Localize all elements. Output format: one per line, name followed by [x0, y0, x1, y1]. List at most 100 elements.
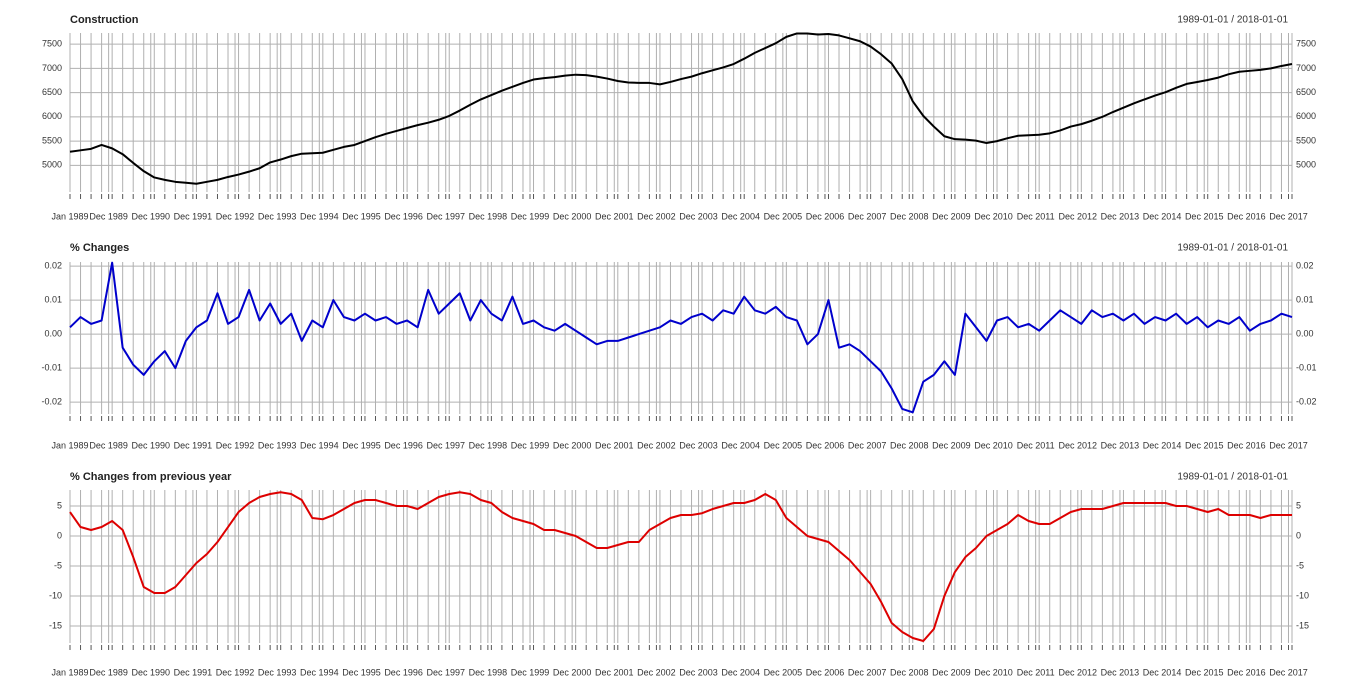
y-tick-label-right: 6000: [1296, 111, 1316, 121]
y-tick-label: -5: [54, 560, 62, 570]
y-tick-label: 7000: [42, 63, 62, 73]
x-tick-label: Dec 2005: [764, 667, 803, 677]
x-tick-label: Dec 1995: [342, 667, 381, 677]
panel-title: % Changes: [70, 242, 129, 254]
x-tick-label: Dec 2009: [932, 667, 971, 677]
y-tick-label-right: 0: [1296, 530, 1301, 540]
panel-title: % Changes from previous year: [70, 471, 232, 483]
x-tick-label: Dec 1995: [342, 211, 381, 221]
x-tick-label: Dec 2002: [637, 440, 676, 450]
x-tick-label: Dec 2012: [1059, 440, 1098, 450]
x-tick-label: Dec 2002: [637, 667, 676, 677]
x-tick-label: Dec 2005: [764, 211, 803, 221]
y-tick-label-right: 0.00: [1296, 328, 1314, 338]
x-tick-label: Dec 1997: [426, 440, 465, 450]
y-tick-label: 7500: [42, 39, 62, 49]
y-tick-label: 0.00: [44, 328, 62, 338]
y-tick-label-right: 7500: [1296, 39, 1316, 49]
x-tick-label: Dec 2003: [679, 211, 718, 221]
x-tick-label: Dec 1995: [342, 440, 381, 450]
x-tick-label: Dec 2016: [1227, 211, 1266, 221]
x-tick-label: Dec 2011: [1017, 440, 1055, 450]
x-tick-label: Dec 1996: [384, 211, 423, 221]
x-tick-label: Dec 1990: [131, 211, 170, 221]
x-tick-label: Dec 1991: [174, 667, 213, 677]
y-tick-label-right: 5: [1296, 500, 1301, 510]
x-tick-label: Dec 2017: [1269, 211, 1308, 221]
x-tick-label: Dec 2001: [595, 667, 634, 677]
x-tick-label: Dec 1989: [89, 211, 128, 221]
y-tick-label-right: 0.02: [1296, 260, 1314, 270]
y-tick-label: 5: [57, 500, 62, 510]
x-tick-label: Dec 2010: [974, 667, 1013, 677]
x-tick-label: Dec 2010: [974, 440, 1013, 450]
y-tick-label-right: 5000: [1296, 160, 1316, 170]
x-tick-label: Dec 2011: [1017, 667, 1055, 677]
data-line: [69, 261, 1293, 414]
y-tick-label-right: 6500: [1296, 87, 1316, 97]
x-tick-label: Dec 1998: [469, 211, 508, 221]
x-tick-label: Dec 2009: [932, 211, 971, 221]
x-tick-label: Dec 1997: [426, 667, 465, 677]
y-tick-label: -10: [49, 590, 62, 600]
x-tick-label: Dec 2016: [1227, 440, 1266, 450]
x-tick-label: Dec 2007: [848, 211, 887, 221]
x-tick-label: Dec 1993: [258, 211, 297, 221]
y-tick-label-right: -0.02: [1296, 396, 1317, 406]
y-tick-label: -0.02: [41, 396, 62, 406]
x-tick-label: Dec 2001: [595, 440, 634, 450]
x-tick-label: Dec 1991: [174, 211, 213, 221]
x-tick-label: Dec 2015: [1185, 667, 1224, 677]
x-tick-label: Dec 2000: [553, 667, 592, 677]
x-tick-label: Dec 1998: [469, 667, 508, 677]
x-tick-label: Dec 2002: [637, 211, 676, 221]
y-tick-label-right: 0.01: [1296, 294, 1314, 304]
x-tick-label: Dec 1994: [300, 211, 339, 221]
x-tick-label: Dec 2017: [1269, 667, 1308, 677]
y-tick-label-right: -15: [1296, 620, 1309, 630]
y-tick-label-right: 7000: [1296, 63, 1316, 73]
panel-subtitle: 1989-01-01 / 2018-01-01: [1177, 472, 1288, 483]
x-tick-label: Jan 1989: [51, 440, 88, 450]
y-tick-label: 0.01: [44, 294, 62, 304]
x-tick-label: Dec 2004: [721, 211, 760, 221]
x-tick-label: Dec 1994: [300, 667, 339, 677]
x-tick-label: Dec 2010: [974, 211, 1013, 221]
y-tick-label: 6000: [42, 111, 62, 121]
x-tick-label: Dec 2011: [1017, 211, 1055, 221]
y-tick-label-right: 5500: [1296, 135, 1316, 145]
x-tick-label: Dec 2013: [1101, 667, 1140, 677]
y-tick-label: 0.02: [44, 260, 62, 270]
x-tick-label: Dec 2004: [721, 667, 760, 677]
panel-subtitle: 1989-01-01 / 2018-01-01: [1177, 15, 1288, 26]
x-tick-label: Dec 1997: [426, 211, 465, 221]
x-tick-label: Dec 2000: [553, 440, 592, 450]
x-tick-label: Dec 1998: [469, 440, 508, 450]
panel-subtitle: 1989-01-01 / 2018-01-01: [1177, 243, 1288, 254]
x-tick-label: Dec 1999: [511, 440, 550, 450]
x-tick-label: Dec 1992: [216, 211, 255, 221]
x-tick-label: Dec 1989: [89, 440, 128, 450]
y-tick-label: 0: [57, 530, 62, 540]
x-tick-label: Dec 2014: [1143, 440, 1182, 450]
x-tick-label: Dec 2008: [890, 440, 929, 450]
x-tick-label: Jan 1989: [51, 211, 88, 221]
x-tick-label: Dec 2013: [1101, 211, 1140, 221]
x-tick-label: Dec 2014: [1143, 667, 1182, 677]
x-tick-label: Dec 2007: [848, 440, 887, 450]
y-tick-label-right: -0.01: [1296, 362, 1317, 372]
x-tick-label: Dec 1992: [216, 667, 255, 677]
x-tick-label: Dec 2001: [595, 211, 634, 221]
y-tick-label: 6500: [42, 87, 62, 97]
x-tick-label: Dec 2012: [1059, 211, 1098, 221]
x-tick-label: Dec 1993: [258, 440, 297, 450]
x-tick-label: Dec 2007: [848, 667, 887, 677]
x-tick-label: Dec 1990: [131, 440, 170, 450]
x-tick-label: Dec 2012: [1059, 667, 1098, 677]
x-tick-label: Dec 1993: [258, 667, 297, 677]
x-tick-label: Dec 1990: [131, 667, 170, 677]
x-tick-label: Dec 2005: [764, 440, 803, 450]
x-tick-label: Dec 2006: [806, 667, 845, 677]
